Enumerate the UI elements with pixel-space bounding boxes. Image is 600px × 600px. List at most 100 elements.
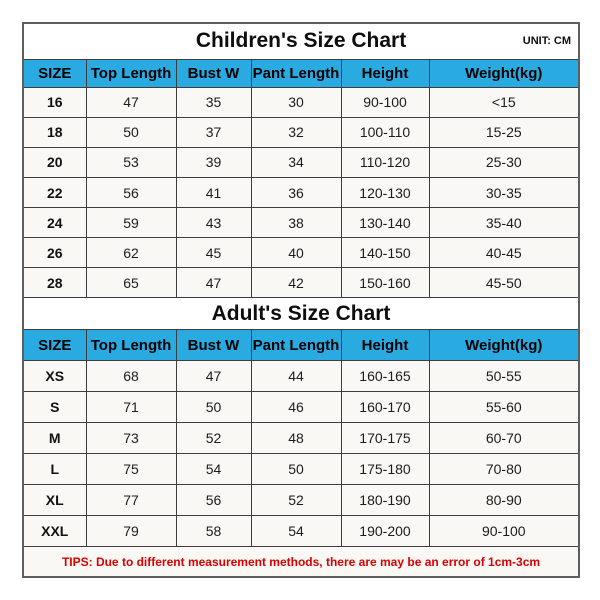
table-cell: 52 — [175, 421, 252, 454]
size-cell: 28 — [22, 267, 87, 299]
children-chart-title: Children's Size Chart — [195, 29, 407, 53]
table-row: S 71 50 46 160-170 55-60 — [22, 390, 580, 423]
column-header-weight: Weight(kg) — [428, 329, 580, 361]
unit-label: UNIT: CM — [522, 35, 572, 48]
size-cell: S — [22, 390, 87, 423]
table-cell: 34 — [250, 146, 342, 179]
table-cell: 48 — [250, 421, 342, 454]
column-header-weight: Weight(kg) — [428, 58, 580, 88]
table-cell: 50-55 — [428, 359, 580, 392]
adult-title-cell: Adult's Size Chart — [22, 297, 580, 331]
table-cell: 160-165 — [340, 359, 430, 392]
table-cell: 79 — [85, 515, 177, 548]
column-header-top-length: Top Length — [85, 329, 177, 361]
table-cell: 45-50 — [428, 267, 580, 299]
table-cell: 45 — [175, 237, 252, 269]
column-header-height: Height — [340, 329, 430, 361]
table-cell: 54 — [250, 515, 342, 548]
table-cell: 50 — [250, 452, 342, 486]
table-cell: 50 — [85, 116, 177, 148]
table-row: 22 56 41 36 120-130 30-35 — [22, 176, 580, 209]
column-header-size: SIZE — [22, 58, 87, 88]
table-cell: 37 — [175, 116, 252, 148]
table-cell: 175-180 — [340, 452, 430, 486]
table-row: 20 53 39 34 110-120 25-30 — [22, 146, 580, 179]
table-row: XXL 79 58 54 190-200 90-100 — [22, 515, 580, 548]
table-cell: 140-150 — [340, 237, 430, 269]
table-cell: 55-60 — [428, 390, 580, 423]
children-title-cell: Children's Size Chart UNIT: CM — [22, 22, 580, 60]
table-cell: 110-120 — [340, 146, 430, 179]
table-cell: 30-35 — [428, 176, 580, 209]
table-cell: 190-200 — [340, 515, 430, 548]
table-cell: 71 — [85, 390, 177, 423]
table-cell: 40 — [250, 237, 342, 269]
table-cell: 70-80 — [428, 452, 580, 486]
table-cell: 47 — [85, 86, 177, 118]
size-cell: L — [22, 452, 87, 486]
table-cell: 47 — [175, 359, 252, 392]
table-cell: 47 — [175, 267, 252, 299]
table-cell: 150-160 — [340, 267, 430, 299]
table-cell: 170-175 — [340, 421, 430, 454]
table-row: XL 77 56 52 180-190 80-90 — [22, 484, 580, 517]
column-header-size: SIZE — [22, 329, 87, 361]
table-cell: 180-190 — [340, 484, 430, 517]
table-cell: 120-130 — [340, 176, 430, 209]
size-cell: 18 — [22, 116, 87, 148]
table-cell: 58 — [175, 515, 252, 548]
table-cell: 53 — [85, 146, 177, 179]
table-cell: 44 — [250, 359, 342, 392]
size-chart-table: Children's Size Chart UNIT: CM SIZE Top … — [22, 22, 581, 578]
size-cell: XS — [22, 359, 87, 392]
size-cell: 26 — [22, 237, 87, 269]
table-cell: 39 — [175, 146, 252, 179]
table-cell: 42 — [250, 267, 342, 299]
table-cell: 77 — [85, 484, 177, 517]
tips-row: TIPS: Due to different measurement metho… — [22, 546, 580, 578]
column-header-bust-w: Bust W — [175, 329, 252, 361]
size-cell: XXL — [22, 515, 87, 548]
table-cell: 100-110 — [340, 116, 430, 148]
table-cell: 15-25 — [428, 116, 580, 148]
table-cell: <15 — [428, 86, 580, 118]
table-cell: 41 — [175, 176, 252, 209]
table-cell: 32 — [250, 116, 342, 148]
column-header-top-length: Top Length — [85, 58, 177, 88]
table-cell: 59 — [85, 207, 177, 239]
table-cell: 56 — [175, 484, 252, 517]
table-cell: 54 — [175, 452, 252, 486]
column-header-pant-length: Pant Length — [250, 58, 342, 88]
tips-text: TIPS: Due to different measurement metho… — [22, 546, 580, 578]
table-cell: 40-45 — [428, 237, 580, 269]
table-row: XS 68 47 44 160-165 50-55 — [22, 359, 580, 392]
size-cell: 20 — [22, 146, 87, 179]
table-cell: 90-100 — [428, 515, 580, 548]
table-cell: 75 — [85, 452, 177, 486]
table-cell: 56 — [85, 176, 177, 209]
table-cell: 68 — [85, 359, 177, 392]
table-cell: 65 — [85, 267, 177, 299]
table-cell: 38 — [250, 207, 342, 239]
table-row: 18 50 37 32 100-110 15-25 — [22, 116, 580, 148]
adult-chart-title: Adult's Size Chart — [211, 301, 391, 325]
table-row: M 73 52 48 170-175 60-70 — [22, 421, 580, 454]
children-header-row: SIZE Top Length Bust W Pant Length Heigh… — [22, 58, 580, 88]
table-row: 24 59 43 38 130-140 35-40 — [22, 207, 580, 239]
table-cell: 160-170 — [340, 390, 430, 423]
table-row: 26 62 45 40 140-150 40-45 — [22, 237, 580, 269]
size-cell: XL — [22, 484, 87, 517]
table-cell: 35-40 — [428, 207, 580, 239]
table-cell: 35 — [175, 86, 252, 118]
table-cell: 130-140 — [340, 207, 430, 239]
column-header-height: Height — [340, 58, 430, 88]
table-cell: 60-70 — [428, 421, 580, 454]
table-cell: 25-30 — [428, 146, 580, 179]
table-cell: 43 — [175, 207, 252, 239]
adult-header-row: SIZE Top Length Bust W Pant Length Heigh… — [22, 329, 580, 361]
table-cell: 90-100 — [340, 86, 430, 118]
table-row: 28 65 47 42 150-160 45-50 — [22, 267, 580, 299]
adult-title-row: Adult's Size Chart — [22, 297, 580, 331]
table-cell: 62 — [85, 237, 177, 269]
table-cell: 80-90 — [428, 484, 580, 517]
